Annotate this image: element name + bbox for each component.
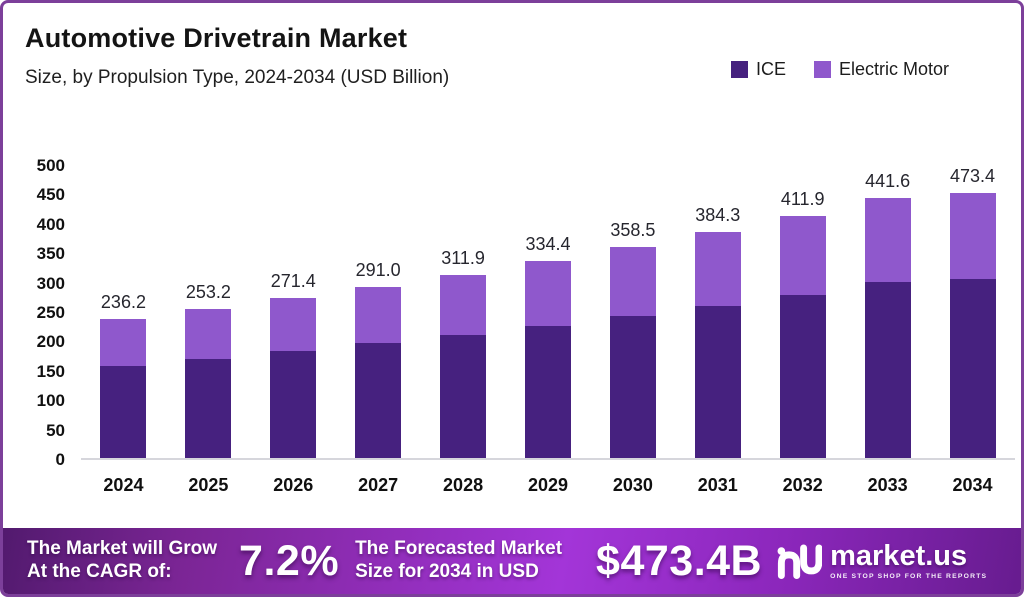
- cagr-value: 7.2%: [239, 536, 340, 585]
- x-tick-label-2025: 2025: [188, 475, 229, 495]
- bar-group-2028: 311.9: [421, 166, 505, 458]
- y-tick-label: 350: [36, 244, 65, 264]
- bar-segment-ice: [694, 306, 741, 458]
- bar-total-label: 441.6: [865, 171, 911, 192]
- bar-segment-ice: [779, 295, 826, 458]
- y-tick-label: 0: [55, 450, 65, 469]
- bar-total-label: 334.4: [525, 234, 571, 255]
- ice-swatch-icon: [730, 61, 748, 78]
- cagr-label-line2: At the CAGR of:: [27, 561, 172, 582]
- brand-name: market.us: [830, 539, 968, 572]
- page-subtitle: Size, by Propulsion Type, 2024-2034 (USD…: [25, 67, 450, 88]
- bar-group-2032: 411.9: [761, 166, 845, 458]
- legend-item-ice: ICE: [730, 59, 786, 80]
- chart-header: Automotive Drivetrain Market Size, by Pr…: [25, 23, 449, 89]
- bar-segment-ice: [185, 359, 232, 458]
- bar-group-2026: 271.4: [251, 166, 335, 458]
- bar-segment-ice: [609, 316, 656, 458]
- market-us-logo-icon: [777, 544, 823, 580]
- x-tick-label-2031: 2031: [697, 475, 738, 495]
- bar-total-label: 384.3: [695, 205, 741, 226]
- legend-label-ice: ICE: [755, 59, 786, 79]
- y-tick-label: 200: [36, 332, 65, 352]
- cagr-label: The Market will Grow At the CAGR of:: [27, 538, 217, 584]
- y-tick-label: 300: [36, 273, 65, 293]
- brand-tagline: ONE STOP SHOP FOR THE REPORTS: [830, 572, 988, 580]
- bar-group-2027: 291.0: [336, 166, 420, 458]
- x-tick-label-2027: 2027: [358, 475, 399, 495]
- y-tick-label: 150: [36, 361, 65, 381]
- x-tick-label-2034: 2034: [952, 475, 993, 495]
- bar-group-2029: 334.4: [506, 166, 590, 458]
- x-tick-label-2028: 2028: [443, 475, 484, 495]
- bar-total-label: 473.4: [949, 166, 996, 186]
- brand-block: market.us ONE STOP SHOP FOR THE REPORTS: [776, 541, 987, 581]
- bar-segment-electric-motor: [864, 198, 911, 283]
- bar-segment-ice: [440, 335, 487, 458]
- bar-group-2033: 441.6: [846, 166, 930, 458]
- bar-segment-electric-motor: [100, 319, 147, 366]
- page-title: Automotive Drivetrain Market: [25, 23, 408, 53]
- y-tick-label: 450: [36, 185, 65, 205]
- bar-segment-electric-motor: [355, 286, 402, 344]
- y-tick-label: 50: [46, 420, 65, 440]
- y-tick-label: 500: [36, 156, 65, 175]
- y-tick-label: 400: [36, 214, 65, 234]
- bar-group-2034: 473.4: [931, 166, 1015, 458]
- bar-segment-ice: [100, 365, 147, 458]
- bar-segment-electric-motor: [694, 232, 741, 307]
- bar-segment-ice: [524, 326, 571, 458]
- bar-segment-ice: [355, 343, 402, 458]
- bar-total-label: 253.2: [185, 282, 231, 303]
- stacked-bar-plot: 236.2 253.2 271.4 291.0 311.9 334.4 358.5 384.3…: [81, 166, 1015, 460]
- bar-segment-ice: [270, 350, 317, 458]
- legend-item-electric-motor: Electric Motor: [813, 59, 949, 80]
- forecast-label-line2: Size for 2034 in USD: [355, 561, 539, 582]
- footer-banner: The Market will Grow At the CAGR of: 7.2…: [3, 528, 1021, 594]
- bar-segment-electric-motor: [779, 215, 826, 296]
- x-axis: 2024 2025 2026 2027 2028 2029 2030 2031 2032 2033…: [81, 475, 1015, 496]
- x-tick-label-2029: 2029: [527, 475, 568, 495]
- x-tick-label-2030: 2030: [612, 475, 653, 495]
- bar-total-label: 271.4: [270, 271, 316, 292]
- bar-segment-electric-motor: [949, 193, 996, 279]
- legend: ICE Electric Motor: [730, 59, 949, 80]
- x-tick-label-2024: 2024: [103, 475, 144, 495]
- forecast-label-line1: The Forecasted Market: [355, 538, 563, 560]
- cagr-label-line1: The Market will Grow: [27, 538, 218, 560]
- bar-total-label: 291.0: [355, 259, 401, 280]
- bar-segment-electric-motor: [609, 247, 656, 317]
- bar-segment-ice: [949, 278, 996, 458]
- electric-motor-swatch-icon: [813, 61, 831, 78]
- y-tick-label: 100: [36, 391, 65, 411]
- brand-text: market.us ONE STOP SHOP FOR THE REPORTS: [830, 539, 988, 581]
- y-tick-label: 250: [36, 303, 65, 322]
- forecast-label: The Forecasted Market Size for 2034 in U…: [355, 538, 562, 584]
- bar-segment-electric-motor: [440, 274, 487, 336]
- bar-total-label: 236.2: [100, 292, 146, 313]
- bar-segment-ice: [864, 282, 911, 458]
- x-tick-label-2026: 2026: [273, 475, 314, 495]
- x-tick-label-2033: 2033: [867, 475, 908, 495]
- bar-total-label: 411.9: [780, 188, 825, 209]
- bar-group-2031: 384.3: [676, 166, 760, 458]
- bar-segment-electric-motor: [524, 261, 571, 327]
- forecast-value: $473.4B: [596, 536, 763, 585]
- bar-segment-electric-motor: [270, 298, 317, 351]
- bar-total-label: 311.9: [441, 247, 485, 268]
- x-tick-label-2032: 2032: [782, 475, 823, 495]
- legend-label-electric-motor: Electric Motor: [838, 59, 949, 79]
- bar-total-label: 358.5: [610, 220, 656, 241]
- bar-group-2024: 236.2: [81, 166, 165, 458]
- bar-group-2030: 358.5: [591, 166, 675, 458]
- bar-segment-electric-motor: [185, 309, 232, 360]
- bar-group-2025: 253.2: [166, 166, 250, 458]
